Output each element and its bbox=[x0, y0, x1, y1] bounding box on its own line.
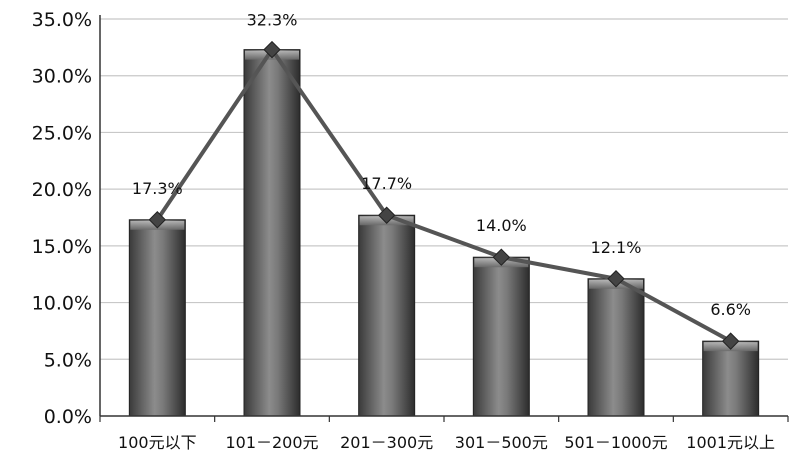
trend-line bbox=[155, 47, 732, 343]
x-category-label: 201－300元 bbox=[340, 433, 433, 452]
axes bbox=[99, 15, 789, 422]
bars bbox=[128, 49, 760, 417]
y-tick-label: 10.0% bbox=[32, 293, 92, 315]
y-tick-label: 5.0% bbox=[44, 349, 92, 371]
y-tick-label: 15.0% bbox=[32, 236, 92, 258]
data-label: 14.0% bbox=[476, 216, 527, 235]
bar bbox=[472, 256, 530, 417]
bar bbox=[587, 278, 645, 417]
labels: 0.0% 5.0% 10.0% 15.0% 20.0% 25.0% 30.0% 35.0% 17… bbox=[32, 9, 775, 452]
x-category-label: 101－200元 bbox=[225, 433, 318, 452]
diamond-marker bbox=[263, 40, 281, 59]
x-category-label: 301－500元 bbox=[455, 433, 548, 452]
trend-line-path bbox=[155, 47, 732, 343]
diamond-marker bbox=[721, 332, 740, 350]
data-label: 32.3% bbox=[247, 11, 298, 30]
gridlines bbox=[100, 18, 788, 360]
y-tick-label: 20.0% bbox=[32, 179, 92, 201]
diamond-marker bbox=[148, 211, 167, 229]
y-tick-label: 30.0% bbox=[32, 66, 92, 88]
x-category-label: 1001元以上 bbox=[686, 433, 775, 452]
x-category-label: 100元以下 bbox=[118, 433, 197, 452]
bar bbox=[128, 219, 186, 417]
data-label: 12.1% bbox=[591, 238, 642, 257]
bar bbox=[243, 49, 301, 417]
bar bbox=[358, 214, 416, 417]
y-tick-label: 35.0% bbox=[32, 9, 92, 31]
line-markers bbox=[148, 40, 740, 350]
bar bbox=[702, 340, 760, 417]
y-tick-label: 0.0% bbox=[44, 406, 92, 428]
diamond-marker bbox=[377, 206, 396, 224]
y-tick-label: 25.0% bbox=[32, 122, 92, 144]
diamond-marker bbox=[607, 270, 625, 288]
data-label: 6.6% bbox=[710, 300, 751, 319]
data-label: 17.7% bbox=[361, 174, 412, 193]
data-label: 17.3% bbox=[132, 179, 183, 198]
diamond-marker bbox=[492, 248, 511, 266]
x-category-label: 501－1000元 bbox=[564, 433, 667, 452]
